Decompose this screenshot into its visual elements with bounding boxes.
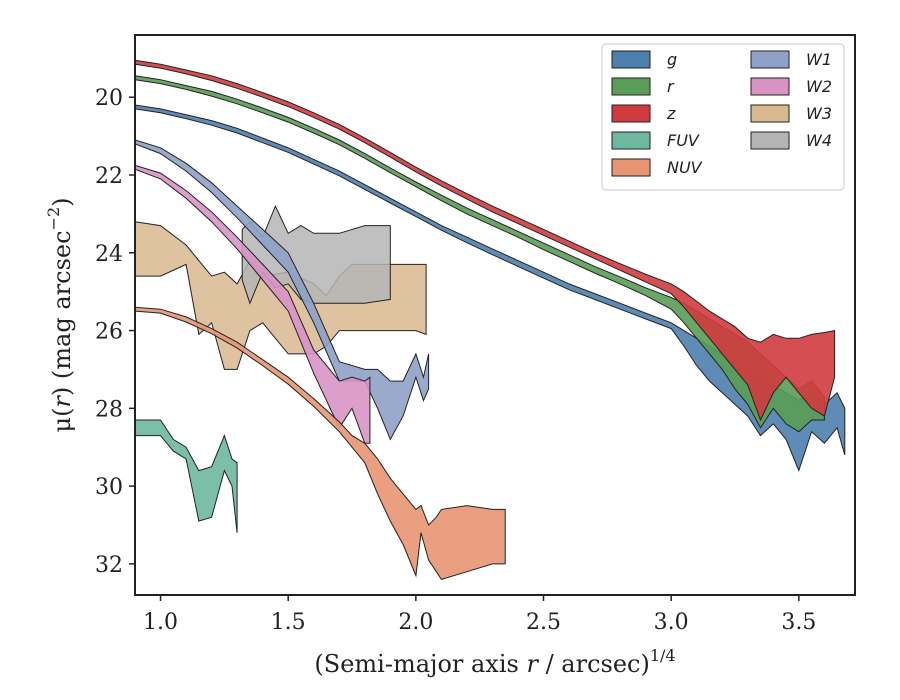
- legend-swatch-fuv: [611, 131, 651, 150]
- legend-swatch-w4: [750, 131, 790, 150]
- y-tick-label: 20: [95, 86, 123, 111]
- legend-swatch-r: [611, 77, 651, 96]
- legend-label-w3: W3: [806, 104, 832, 123]
- legend-swatch-w1: [750, 50, 790, 69]
- series-band-w2: [135, 164, 371, 444]
- legend: grz FUV NUV W1 W2 W3 W4: [601, 43, 845, 191]
- x-tick-label: 1.5: [271, 610, 306, 635]
- legend-label-z: z: [666, 104, 676, 123]
- legend-label-w1: W1: [806, 50, 832, 69]
- x-tick-label: 3.5: [781, 610, 816, 635]
- y-tick-label: 28: [95, 397, 123, 422]
- y-axis: 20 22 24 26 28 30 32: [95, 86, 135, 578]
- legend-label-w2: W2: [806, 77, 832, 96]
- x-tick-label: 1.0: [143, 610, 178, 635]
- legend-label-g: g: [667, 50, 677, 69]
- y-tick-label: 22: [95, 164, 123, 189]
- x-tick-label: 3.0: [654, 610, 689, 635]
- x-tick-label: 2.5: [526, 610, 561, 635]
- legend-swatch-w3: [750, 104, 790, 123]
- x-tick-label: 2.0: [398, 610, 433, 635]
- legend-swatch-g: [611, 50, 651, 69]
- y-tick-label: 32: [95, 553, 123, 578]
- series-band-w1: [135, 139, 430, 441]
- x-axis: 1.0 1.5 2.0 2.5 3.0 3.5: [143, 595, 816, 635]
- series-band-g: [135, 104, 846, 473]
- y-axis-title: μ(r) (mag arcsec−2): [44, 197, 76, 432]
- x-axis-title: (Semi-major axis r / arcsec)1/4: [314, 646, 675, 678]
- legend-label-nuv: NUV: [667, 158, 703, 177]
- legend-label-fuv: FUV: [667, 131, 700, 150]
- y-tick-label: 26: [95, 320, 123, 345]
- plot-area: [135, 59, 846, 580]
- series-band-nuv: [135, 306, 506, 580]
- y-tick-label: 24: [95, 242, 123, 267]
- legend-label-r: r: [667, 77, 675, 96]
- plot-frame: [134, 34, 856, 596]
- legend-label-w4: W4: [806, 131, 832, 150]
- y-tick-label: 30: [95, 475, 123, 500]
- legend-swatch-nuv: [611, 158, 651, 177]
- series-band-z: [135, 59, 836, 422]
- legend-swatch-w2: [750, 77, 790, 96]
- legend-swatch-z: [611, 104, 651, 123]
- series-band-fuv: [135, 419, 238, 533]
